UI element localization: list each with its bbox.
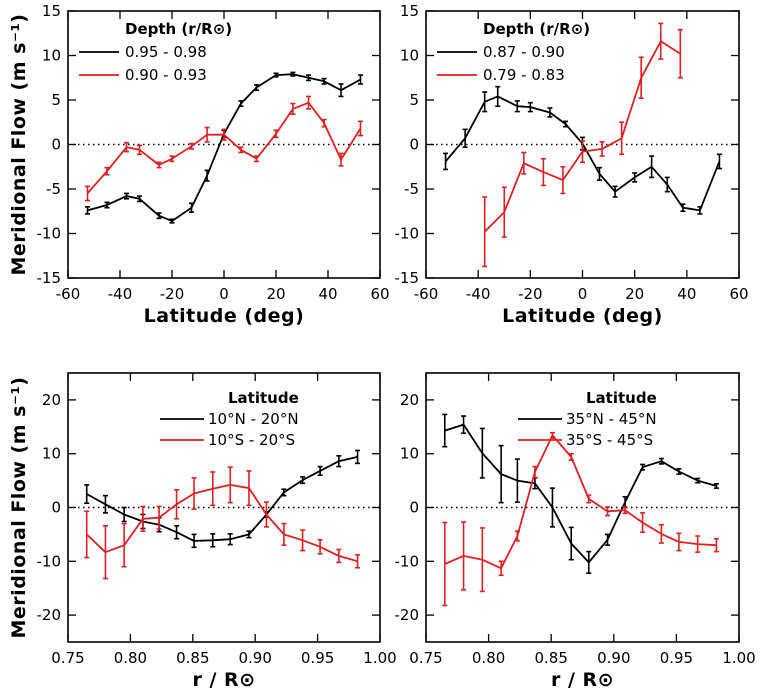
legend-label: 35°N - 45°N — [566, 410, 657, 428]
y-tick-label: 15 — [400, 2, 419, 20]
x-tick-label: 0.80 — [114, 649, 147, 667]
chart-panel-bottom-left: 0.75 0.80 0.85 0.90 0.95 1.00 -20 -10 0 10 20 Latit… — [8, 373, 397, 691]
y-tick-label: -5 — [46, 180, 61, 198]
legend-title: Depth (r/R⊙) — [125, 20, 232, 38]
y-tick-label: 0 — [409, 136, 419, 154]
legend: Depth (r/R⊙) 0.87 - 0.90 0.79 - 0.83 — [437, 20, 590, 84]
y-tick-label: 0 — [409, 499, 419, 517]
legend: Latitude 35°N - 45°N 35°S - 45°S — [518, 389, 657, 449]
x-tick-label: 20 — [266, 285, 285, 303]
series-line — [87, 485, 358, 561]
y-tick-label: 10 — [400, 445, 419, 463]
legend-label: 0.87 - 0.90 — [483, 43, 565, 61]
x-tick-label: 1.00 — [722, 649, 755, 667]
y-tick-label: -5 — [404, 180, 419, 198]
x-tick-label: -20 — [518, 285, 543, 303]
x-tick-label: 0.90 — [238, 649, 271, 667]
legend-label: 0.90 - 0.93 — [125, 66, 207, 84]
y-tick-label: 10 — [42, 47, 61, 65]
x-axis-title: r / R⊙ — [192, 669, 255, 691]
x-tick-label: 60 — [729, 285, 748, 303]
legend: Latitude 10°N - 20°N 10°S - 20°S — [160, 389, 299, 449]
legend: Depth (r/R⊙) 0.95 - 0.98 0.90 - 0.93 — [79, 20, 232, 84]
x-tick-label: 0.75 — [51, 649, 84, 667]
series-line — [87, 457, 358, 541]
x-tick-label: 0 — [578, 285, 588, 303]
legend-label: 35°S - 45°S — [566, 431, 653, 449]
x-tick-label: 0.95 — [301, 649, 334, 667]
series-1 — [85, 96, 363, 200]
legend-title: Depth (r/R⊙) — [483, 20, 590, 38]
x-tick-label: -20 — [160, 285, 185, 303]
legend-title: Latitude — [586, 389, 657, 407]
y-tick-label: 5 — [51, 91, 61, 109]
y-tick-label: 0 — [51, 499, 61, 517]
x-tick-label: 0.90 — [597, 649, 630, 667]
y-tick-label: -10 — [37, 225, 62, 243]
x-tick-label: -40 — [466, 285, 491, 303]
x-tick-label: 20 — [625, 285, 644, 303]
y-tick-label: -20 — [395, 606, 420, 624]
x-tick-label: 0.95 — [660, 649, 693, 667]
series-1 — [442, 433, 719, 606]
x-tick-label: 40 — [677, 285, 696, 303]
legend-label: 10°S - 20°S — [208, 431, 295, 449]
series-line — [88, 103, 361, 194]
x-tick-label: 0.80 — [472, 649, 505, 667]
y-tick-label: 0 — [51, 136, 61, 154]
y-tick-label: 10 — [42, 445, 61, 463]
x-axis-title: Latitude (deg) — [502, 305, 663, 327]
chart-panel-top-left: -60 -40 -20 0 20 40 60 -15 -10 -5 0 5 10 15 Depth (r/R… — [8, 2, 390, 327]
y-tick-label: -10 — [37, 552, 62, 570]
x-axis-title: Latitude (deg) — [144, 305, 305, 327]
x-axis-title: r / R⊙ — [551, 669, 614, 691]
chart-panel-top-right: -60 -40 -20 0 20 40 60 -15 -10 -5 0 5 10 15 Depth (r/R… — [395, 2, 749, 327]
x-tick-label: 1.00 — [363, 649, 396, 667]
legend-label: 0.79 - 0.83 — [483, 66, 565, 84]
y-tick-label: 5 — [409, 91, 419, 109]
y-axis-title: Meridional Flow (m s⁻¹) — [8, 377, 30, 639]
series-1 — [84, 467, 360, 578]
x-tick-label: 0.75 — [409, 649, 442, 667]
y-tick-label: 20 — [42, 391, 61, 409]
legend-label: 10°N - 20°N — [208, 410, 299, 428]
x-tick-label: 0.85 — [176, 649, 209, 667]
y-tick-label: 15 — [42, 2, 61, 20]
x-tick-label: 60 — [370, 285, 389, 303]
legend-title: Latitude — [228, 389, 299, 407]
x-tick-label: -40 — [108, 285, 133, 303]
x-tick-label: 40 — [318, 285, 337, 303]
x-tick-label: 0 — [219, 285, 229, 303]
x-tick-label: -60 — [56, 285, 81, 303]
y-tick-label: -15 — [37, 269, 62, 287]
y-tick-label: -20 — [37, 606, 62, 624]
y-tick-label: -10 — [395, 552, 420, 570]
y-tick-label: -10 — [395, 225, 420, 243]
y-tick-label: 10 — [400, 47, 419, 65]
series-line — [445, 435, 717, 568]
x-tick-label: -60 — [414, 285, 439, 303]
x-tick-label: 0.85 — [534, 649, 567, 667]
chart-panel-bottom-right: 0.75 0.80 0.85 0.90 0.95 1.00 -20 -10 0 10 20 Latit… — [395, 373, 756, 691]
series-0 — [84, 450, 360, 547]
legend-label: 0.95 - 0.98 — [125, 43, 207, 61]
y-tick-label: 20 — [400, 391, 419, 409]
y-axis-title: Meridional Flow (m s⁻¹) — [8, 14, 30, 276]
y-tick-label: -15 — [395, 269, 420, 287]
